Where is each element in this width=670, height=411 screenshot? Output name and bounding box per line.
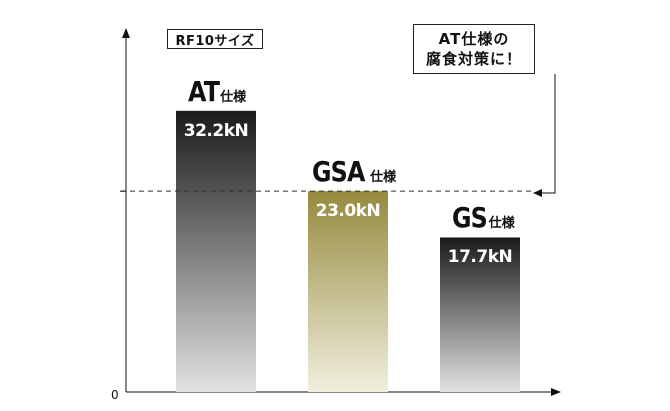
size-label: RF10サイズ — [167, 29, 263, 49]
bar-3 — [440, 237, 520, 392]
bar-value-label-3: 17.7kN — [447, 247, 513, 268]
note-connector-arrow-icon — [533, 189, 542, 197]
bar-title-sub: 仕様 — [370, 170, 397, 186]
bar-title-1: AT仕様 — [188, 75, 247, 108]
bar-value-label-2: 23.0kN — [315, 201, 381, 222]
bar-title-main: GSA — [312, 155, 365, 189]
bar-title-main: AT — [187, 74, 220, 108]
note-line-2: 腐食対策に！ — [425, 50, 522, 68]
note-line-1: AT仕様の — [438, 30, 510, 48]
bar-title-3: GS 仕様 — [452, 201, 515, 234]
bar-title-main: GS — [451, 201, 488, 235]
bar-2 — [308, 191, 388, 392]
bar-title-sub: 仕様 — [488, 216, 515, 232]
note-connector-line — [540, 74, 556, 194]
bar-value-label-1: 32.2kN — [183, 120, 249, 141]
x-axis-arrow-icon — [551, 388, 561, 396]
y-tick-zero: 0 — [111, 388, 119, 402]
bar-1 — [176, 110, 256, 393]
bar-title-sub: 仕様 — [220, 89, 247, 105]
note-box: AT仕様の 腐食対策に！ — [413, 24, 535, 74]
bar-title-2: GSA 仕様 — [312, 155, 396, 188]
y-axis-arrow-icon — [122, 28, 130, 38]
